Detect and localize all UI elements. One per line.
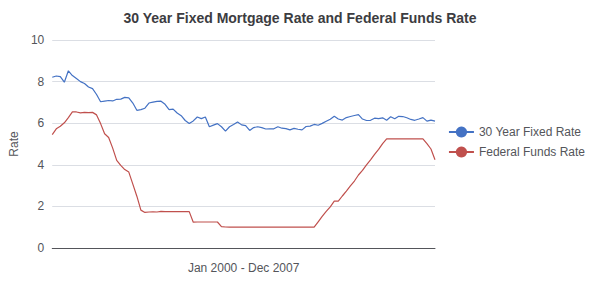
svg-text:30 Year Fixed Mortgage Rate an: 30 Year Fixed Mortgage Rate and Federal … — [124, 10, 477, 26]
svg-text:30 Year Fixed Rate: 30 Year Fixed Rate — [479, 125, 581, 139]
svg-text:0: 0 — [38, 241, 45, 255]
svg-text:2: 2 — [38, 199, 45, 213]
svg-text:8: 8 — [38, 75, 45, 89]
svg-text:4: 4 — [38, 158, 45, 172]
svg-text:Jan 2000 - Dec 2007: Jan 2000 - Dec 2007 — [188, 261, 300, 275]
svg-text:6: 6 — [38, 116, 45, 130]
svg-text:Federal Funds Rate: Federal Funds Rate — [479, 145, 585, 159]
svg-text:Rate: Rate — [7, 131, 21, 157]
svg-text:10: 10 — [31, 33, 45, 47]
